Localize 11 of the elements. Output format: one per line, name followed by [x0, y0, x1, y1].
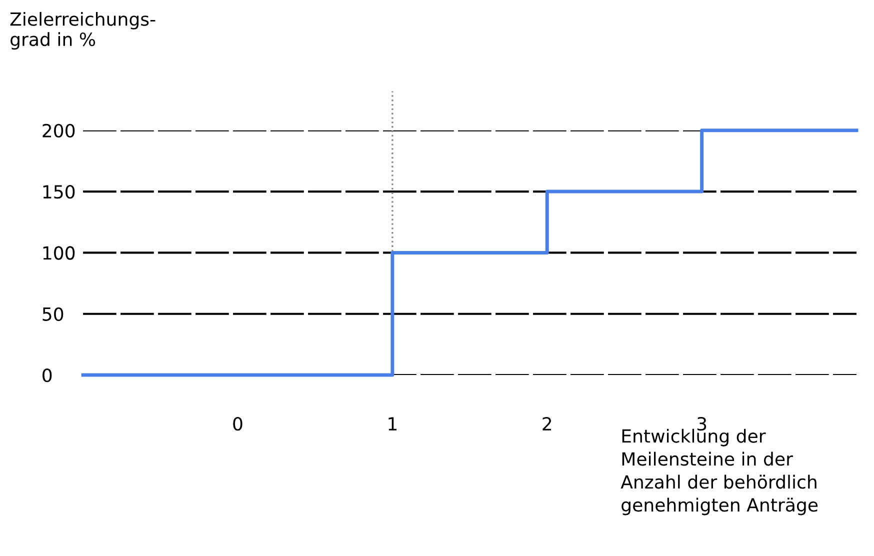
y-tick-label: 150: [43, 185, 75, 199]
x-tick-label: 2: [542, 417, 552, 430]
y-tick-label: 0: [42, 368, 52, 382]
y-tick-label: 50: [42, 307, 64, 321]
y-tick-label: 100: [43, 246, 75, 260]
x-tick-label: 0: [233, 417, 242, 431]
x-tick-label: 1: [388, 417, 397, 430]
y-axis-title: Zielerreichungs- grad in %: [10, 12, 156, 50]
x-axis-title: Entwicklung der Meilensteine in der Anzahl der behördlich genehmigten Anträge: [620, 428, 818, 516]
x-tick-label: 3: [697, 417, 706, 431]
y-tick-label: 200: [42, 124, 75, 138]
